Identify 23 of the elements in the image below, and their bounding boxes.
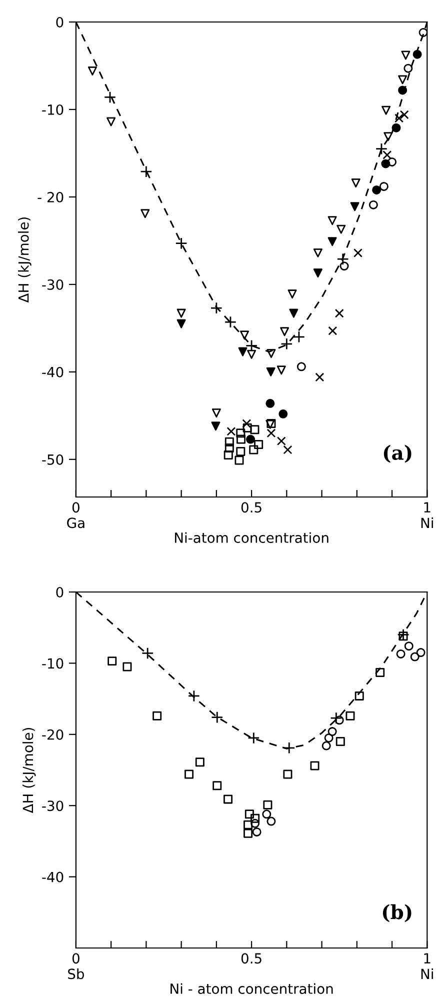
x-tick-label: 1 Ni (421, 953, 433, 979)
y-tick-label: 0 (56, 16, 64, 28)
y-tick-label: -40 (42, 872, 64, 882)
y-tick-label: -40 (42, 366, 64, 378)
y-axis-title: ΔH (kJ/mole) (18, 217, 32, 303)
y-tick-label: -50 (42, 454, 64, 465)
x-tick-label: 0 Ga (67, 502, 84, 528)
x-tick-label: 1 Ni (421, 502, 433, 528)
x-tick-label: 0.5 (241, 953, 262, 964)
y-tick-label: -10 (42, 104, 64, 115)
x-tick-label: 0.5 (241, 502, 262, 513)
x-tick-label: 0 Sb (68, 953, 84, 980)
y-tick-label: -10 (42, 658, 64, 669)
y-tick-label: -30 (42, 800, 64, 812)
annotation: (a) (384, 444, 412, 463)
y-tick-label: -20 (42, 729, 64, 740)
y-tick-label: -30 (42, 279, 64, 290)
y-tick-label: 0 (56, 586, 64, 598)
y-axis-title: ΔH (kJ/mole) (22, 728, 36, 814)
x-axis-title: Ni - atom concentration (170, 983, 333, 994)
y-tick-label: - 20 (38, 192, 64, 202)
annotation: (b) (382, 904, 412, 922)
x-axis-title: Ni-atom concentration (174, 532, 328, 543)
